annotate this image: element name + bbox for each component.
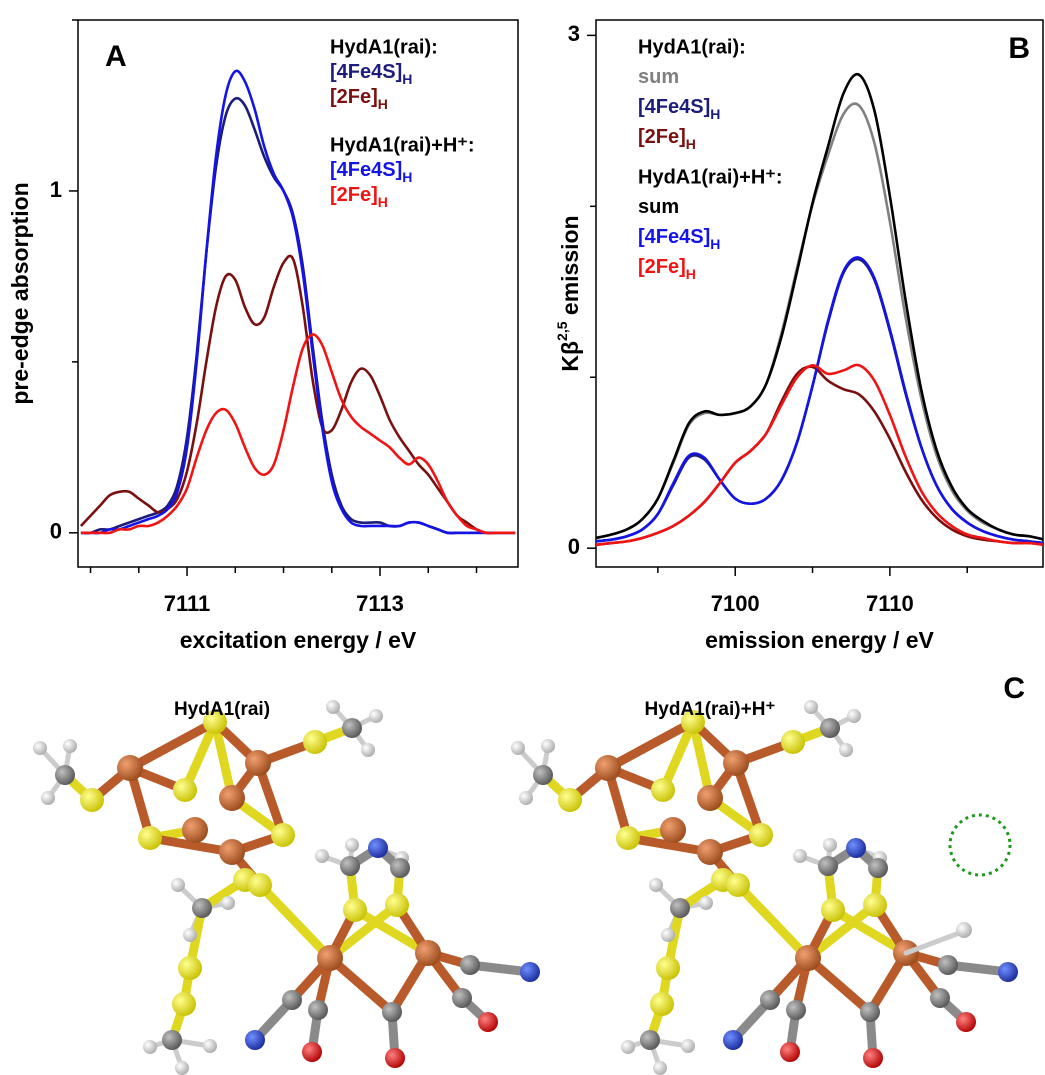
panel-label: C (1003, 672, 1025, 705)
structure-rai-h (511, 700, 1018, 1075)
legend-group-title: HydA1(rai): (638, 36, 746, 58)
series-line (596, 257, 1045, 543)
legend-entry: [4Fe4S]H (330, 159, 412, 184)
y-axis-label-part: emission (557, 215, 583, 321)
hydride-bond (906, 932, 962, 953)
legend-name: [4Fe4S] (638, 226, 710, 248)
panel-label: A (105, 40, 127, 73)
x-tick-label: 7111 (164, 591, 211, 616)
series-line (81, 256, 515, 533)
legend-entry: sum (638, 66, 679, 88)
x-tick-label: 7113 (356, 591, 404, 616)
legend-name-sub: H (402, 169, 412, 185)
legend-name-sub: H (686, 136, 696, 152)
y-axis-label: pre-edge absorption (7, 182, 33, 404)
y-axis-label-part: Kβ (557, 341, 583, 372)
legend-name: sum (638, 66, 679, 88)
y-axis-label-part: pre-edge absorption (7, 182, 33, 404)
legend-name: [4Fe4S] (330, 61, 402, 83)
panel-label: B (1008, 32, 1030, 65)
legend-group-title: HydA1(rai)+H⁺: (330, 134, 474, 156)
plot-frame (78, 20, 518, 567)
y-tick-label: 1 (50, 177, 62, 202)
y-tick-label: 0 (568, 534, 580, 559)
x-axis-label: emission energy / eV (705, 627, 934, 653)
y-axis-label-sup: 2,5 (554, 321, 570, 341)
legend-entry: [4Fe4S]H (330, 61, 412, 86)
legend-entry: sum (638, 196, 679, 218)
figure: HydA1(rai) HydA1(rai)+H⁺ C 7111 7113 0 1 exc… (0, 0, 1045, 1075)
legend-entry: [2Fe]H (638, 126, 696, 151)
legend-entry: [4Fe4S]H (638, 226, 720, 251)
legend-name: [4Fe4S] (330, 159, 402, 181)
y-tick-label: 0 (50, 519, 62, 544)
hydride-marker (950, 815, 1010, 875)
x-tick-label: 7100 (711, 591, 760, 616)
legend-name-sub: H (710, 236, 720, 252)
structure-title: HydA1(rai)+H⁺ (645, 699, 776, 720)
y-tick-label: 3 (568, 21, 580, 46)
legend-name-sub: H (710, 106, 720, 122)
legend-group-title: HydA1(rai): (330, 36, 438, 58)
series-line (596, 259, 1045, 543)
legend-name-sub: H (378, 96, 388, 112)
x-axis-label: excitation energy / eV (180, 627, 417, 653)
y-axis-label: Kβ2,5 emission (554, 215, 583, 371)
legend-name-sub: H (402, 71, 412, 87)
series-line (81, 98, 515, 533)
legend-name: [2Fe] (330, 86, 378, 108)
legend-name-sub: H (378, 194, 388, 210)
hydride (956, 922, 972, 938)
structure-title: HydA1(rai) (174, 699, 270, 720)
legend-name: [4Fe4S] (638, 96, 710, 118)
legend-group-title: HydA1(rai)+H⁺: (638, 166, 782, 188)
legend-entry: [2Fe]H (330, 86, 388, 111)
legend-name: [2Fe] (638, 126, 686, 148)
legend-name: sum (638, 196, 679, 218)
x-tick-label: 7110 (866, 591, 914, 616)
legend-name-sub: H (686, 266, 696, 282)
structure (511, 700, 1018, 1075)
legend-name: [2Fe] (330, 184, 378, 206)
legend-entry: [2Fe]H (638, 256, 696, 281)
legend-entry: [4Fe4S]H (638, 96, 720, 121)
legend-name: [2Fe] (638, 256, 686, 278)
legend-entry: [2Fe]H (330, 184, 388, 209)
structure-rai (33, 700, 540, 1075)
